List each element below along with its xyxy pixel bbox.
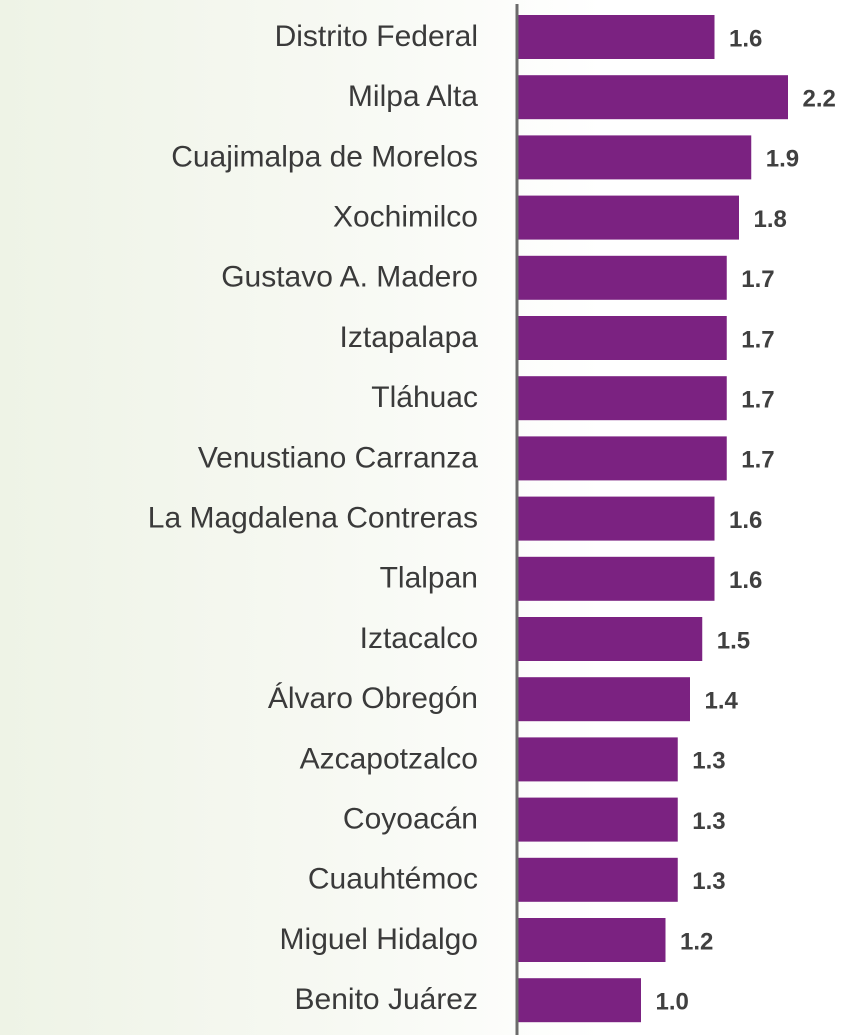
bar bbox=[518, 677, 690, 722]
y-tick-label: Cuauhtémoc bbox=[308, 863, 478, 896]
y-tick-label: Tlalpan bbox=[380, 562, 478, 595]
value-label: 1.7 bbox=[741, 447, 774, 474]
value-label: 1.3 bbox=[692, 808, 725, 835]
value-label: 2.2 bbox=[803, 86, 836, 113]
value-label: 1.3 bbox=[692, 868, 725, 895]
bar bbox=[518, 75, 788, 120]
y-tick-label: Coyoacán bbox=[343, 803, 478, 836]
y-tick-label: Iztapalapa bbox=[340, 321, 479, 354]
y-tick-label: Milpa Alta bbox=[348, 80, 478, 113]
y-tick-label: Iztacalco bbox=[360, 622, 478, 655]
value-label: 1.6 bbox=[729, 567, 762, 594]
value-label: 1.4 bbox=[705, 688, 739, 715]
y-tick-label: Álvaro Obregón bbox=[268, 682, 478, 715]
y-tick-label: Cuajimalpa de Morelos bbox=[171, 140, 478, 173]
y-tick-label: Distrito Federal bbox=[275, 20, 478, 53]
bar bbox=[518, 737, 678, 782]
value-label: 1.7 bbox=[741, 266, 774, 293]
bar bbox=[518, 135, 752, 180]
value-label: 1.3 bbox=[692, 748, 725, 775]
y-tick-label: Tláhuac bbox=[371, 381, 478, 414]
y-tick-label: Venustiano Carranza bbox=[198, 441, 478, 474]
value-label: 1.8 bbox=[754, 206, 787, 233]
y-tick-label: Xochimilco bbox=[333, 201, 478, 234]
bar bbox=[518, 496, 715, 541]
bar bbox=[518, 978, 641, 1023]
bar bbox=[518, 918, 666, 962]
y-tick-label: Azcapotzalco bbox=[300, 742, 478, 775]
y-tick-label: Miguel Hidalgo bbox=[280, 923, 478, 956]
value-label: 1.5 bbox=[717, 627, 750, 654]
bar bbox=[518, 617, 703, 661]
value-label: 1.0 bbox=[656, 989, 689, 1016]
value-label: 1.7 bbox=[741, 387, 774, 414]
bar bbox=[518, 255, 727, 300]
value-label: 1.2 bbox=[680, 928, 713, 955]
y-tick-label: La Magdalena Contreras bbox=[148, 502, 478, 535]
y-tick-label: Gustavo A. Madero bbox=[221, 261, 478, 294]
value-label: 1.9 bbox=[766, 146, 799, 173]
value-label: 1.7 bbox=[741, 326, 774, 353]
bar bbox=[518, 195, 739, 240]
bar bbox=[518, 857, 678, 902]
bar bbox=[518, 316, 727, 360]
bar bbox=[518, 797, 678, 842]
y-tick-label: Benito Juárez bbox=[295, 983, 478, 1016]
value-label: 1.6 bbox=[729, 507, 762, 534]
bar bbox=[518, 436, 727, 481]
value-label: 1.6 bbox=[729, 25, 762, 52]
bar bbox=[518, 376, 727, 421]
bar bbox=[518, 15, 715, 59]
bar bbox=[518, 556, 715, 601]
